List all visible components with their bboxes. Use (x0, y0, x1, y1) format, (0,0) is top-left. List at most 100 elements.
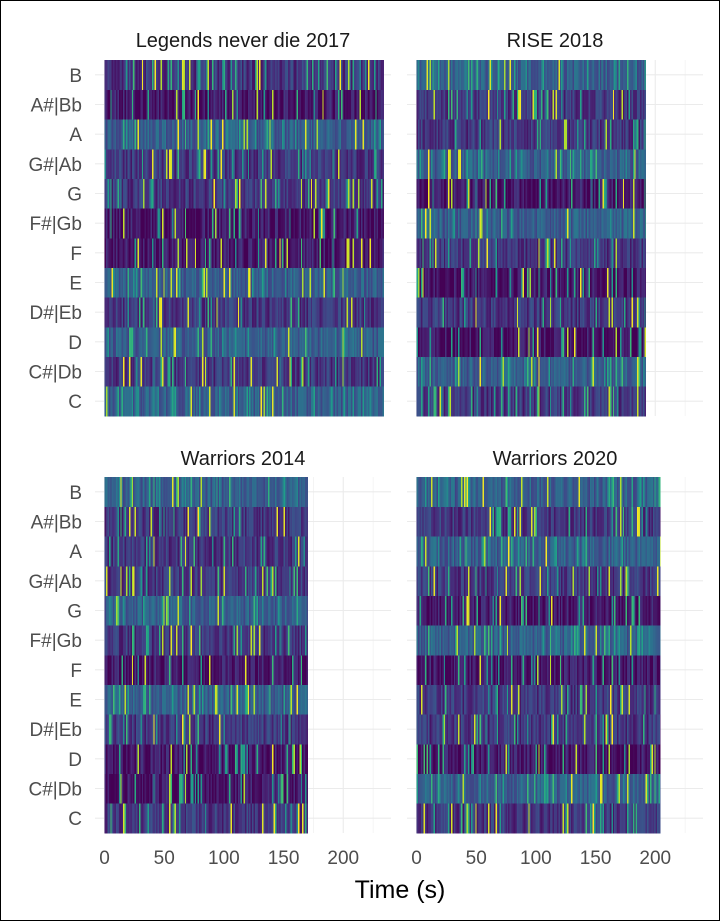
heat-cell (279, 119, 282, 150)
heat-cell (522, 89, 525, 120)
heat-cell (433, 386, 436, 417)
heat-cell (196, 60, 198, 90)
heat-cell (240, 149, 243, 179)
heat-cell (566, 89, 569, 120)
heat-cell (598, 267, 601, 298)
heat-cell (127, 149, 130, 179)
heat-cell (446, 119, 449, 150)
heat-cell (117, 89, 120, 120)
heat-cell (541, 119, 543, 150)
heat-cell (420, 89, 423, 120)
heat-cell (310, 119, 313, 150)
heat-cell (128, 267, 131, 298)
heat-cell (332, 208, 335, 239)
heat-cell (263, 119, 266, 150)
heat-cell (552, 238, 555, 268)
heat-cell (554, 297, 556, 328)
heat-cell (430, 60, 433, 90)
heat-cell (134, 60, 137, 90)
heat-cell (144, 773, 147, 804)
heat-cell (144, 267, 147, 298)
heat-cell (285, 327, 287, 357)
heat-cell (150, 773, 153, 804)
heat-cell (151, 803, 154, 834)
heat-cell (203, 744, 206, 774)
heat-cell (153, 89, 155, 120)
heat-cell (285, 149, 287, 179)
heat-cell (528, 356, 530, 387)
heat-cell (642, 149, 645, 179)
heat-cell (126, 119, 128, 150)
heat-cell (562, 208, 565, 239)
heat-cell (642, 238, 645, 268)
heat-cell (227, 773, 230, 804)
heat-cell (625, 267, 628, 298)
heat-cell (264, 744, 267, 774)
heat-cell (141, 714, 144, 745)
heat-cell (232, 238, 234, 268)
heat-cell (210, 238, 213, 268)
heat-cell (470, 327, 473, 357)
heat-cell (539, 149, 542, 179)
heat-cell (269, 208, 271, 239)
heat-cell (482, 297, 485, 328)
heat-cell (107, 773, 110, 804)
heat-cell (428, 327, 430, 357)
heat-cell (495, 386, 498, 417)
heat-cell (625, 238, 628, 268)
heat-cell (209, 803, 211, 834)
heat-cell (257, 89, 260, 120)
heat-cell (420, 297, 423, 328)
heat-cell (459, 327, 462, 357)
heat-cell (297, 208, 300, 239)
heat-cell (283, 714, 286, 745)
heat-cell (229, 744, 231, 774)
heat-cell (353, 386, 356, 417)
heat-cell (274, 208, 277, 239)
heat-cell (552, 267, 555, 298)
heat-cell (127, 327, 130, 357)
heat-cell (191, 89, 194, 120)
heat-cell (242, 773, 244, 804)
heat-cell (417, 267, 420, 298)
heat-cell (120, 744, 123, 774)
heat-cell (141, 149, 144, 179)
heat-cell (223, 773, 226, 804)
heat-cell (326, 60, 329, 90)
heat-cell (257, 297, 260, 328)
heat-cell (300, 714, 303, 745)
heat-cell (499, 208, 502, 239)
heat-cell (637, 386, 639, 417)
heat-cell (181, 208, 184, 239)
heat-cell (224, 327, 227, 357)
heat-cell (522, 149, 525, 179)
heat-cell (183, 297, 186, 328)
heat-cell (105, 89, 108, 120)
heat-cell (315, 386, 317, 417)
heat-cell (183, 773, 186, 804)
heat-cell (376, 327, 379, 357)
heat-cell (373, 297, 376, 328)
heat-cell (435, 178, 437, 209)
heat-cell (531, 386, 533, 417)
heat-cell (422, 60, 425, 90)
heat-cell (262, 803, 264, 834)
heat-cell (262, 267, 264, 298)
heat-cell (336, 60, 339, 90)
heat-cell (179, 89, 181, 120)
heat-cell (569, 89, 572, 120)
heat-cell (174, 356, 177, 387)
heat-cell (312, 149, 314, 179)
heat-cell (342, 297, 345, 328)
heat-cell (532, 149, 535, 179)
heat-cell (521, 178, 523, 209)
heat-cell (586, 119, 589, 150)
heat-cell (277, 238, 280, 268)
heat-cell (604, 60, 606, 90)
heat-cell (274, 89, 277, 120)
heat-cell (322, 386, 324, 417)
heat-cell (509, 208, 512, 239)
heat-cell (243, 714, 246, 745)
heat-cell (184, 208, 187, 239)
heat-cell (366, 178, 369, 209)
